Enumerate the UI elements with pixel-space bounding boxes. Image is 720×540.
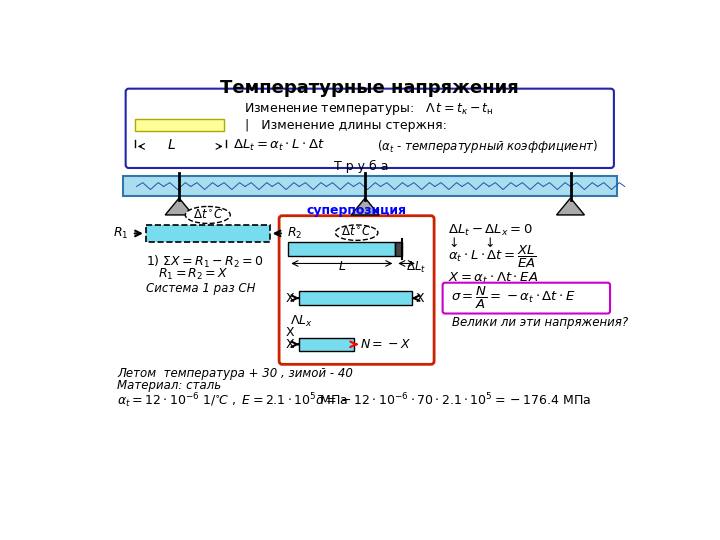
Text: $\bar{\sigma} = -12 \cdot 10^{-6} \cdot 70 \cdot 2.1 \cdot 10^5 = -176.4\ \text{: $\bar{\sigma} = -12 \cdot 10^{-6} \cdot … [315,392,591,408]
Text: Система 1 раз СН: Система 1 раз СН [145,282,256,295]
Text: $\downarrow$: $\downarrow$ [482,236,495,249]
FancyBboxPatch shape [126,89,614,168]
Text: $\downarrow$: $\downarrow$ [446,236,458,249]
Text: X: X [286,338,294,351]
Text: $\alpha_t = 12 \cdot 10^{-6}\ 1/^{\circ}\!C\ ,\ E = 2.1 \cdot 10^5\ \text{МПа}$: $\alpha_t = 12 \cdot 10^{-6}\ 1/^{\circ}… [117,392,348,410]
FancyBboxPatch shape [279,215,434,364]
Text: суперпозиция: суперпозиция [307,204,407,217]
Text: $\Delta t\,^{\circ}C$: $\Delta t\,^{\circ}C$ [341,226,372,239]
Text: $\sigma = \dfrac{N}{A} = -\alpha_t \cdot \Delta t \cdot E$: $\sigma = \dfrac{N}{A} = -\alpha_t \cdot… [451,285,576,311]
FancyBboxPatch shape [443,283,610,314]
Polygon shape [557,198,585,215]
Text: Т р у б а: Т р у б а [334,159,389,173]
Text: Температурные напряжения: Температурные напряжения [220,79,518,97]
Text: X: X [286,326,294,339]
Bar [122,177,617,197]
Text: $L$: $L$ [167,138,176,152]
Text: Велики ли эти напряжения?: Велики ли эти напряжения? [452,316,628,329]
Text: X: X [416,292,425,305]
Text: $(\alpha_t$ - температурный коэффициент$)$: $(\alpha_t$ - температурный коэффициент$… [377,138,598,155]
Text: $\Delta L_t$: $\Delta L_t$ [406,260,426,275]
Text: Материал: сталь: Материал: сталь [117,379,221,392]
Bar [289,242,395,256]
Ellipse shape [336,225,378,240]
Text: $L$: $L$ [338,260,346,273]
Text: $\Delta t\,^{\circ}C$: $\Delta t\,^{\circ}C$ [193,208,223,221]
Text: $\Lambda L_x$: $\Lambda L_x$ [290,314,312,329]
Text: $\Delta L_t - \Delta L_x = 0$: $\Delta L_t - \Delta L_x = 0$ [448,222,533,238]
Text: $\Delta L_t = \alpha_t \cdot L \cdot \Delta t$: $\Delta L_t = \alpha_t \cdot L \cdot \De… [233,138,325,153]
Text: Летом  температура + 30 , зимой - 40: Летом температура + 30 , зимой - 40 [117,367,353,380]
Bar [300,291,412,305]
Text: $R_2$: $R_2$ [287,226,302,241]
Text: Изменение температуры:   $\Lambda\,t = t_{\kappa} - t_{\text{н}}$: Изменение температуры: $\Lambda\,t = t_{… [244,101,494,117]
Bar [145,225,270,242]
Ellipse shape [185,206,230,224]
Text: $X = \alpha_t \cdot \Lambda t \cdot EA$: $X = \alpha_t \cdot \Lambda t \cdot EA$ [448,271,539,286]
Polygon shape [351,198,379,215]
Bar [135,119,224,131]
Text: $R_1 = R_2 = X$: $R_1 = R_2 = X$ [158,267,229,282]
Bar [395,242,402,256]
Polygon shape [165,198,193,215]
Text: $R_1$: $R_1$ [113,226,129,241]
Text: X: X [286,292,294,305]
Bar [300,338,354,351]
Text: 1) $\Sigma X = R_1 - R_2 = 0$: 1) $\Sigma X = R_1 - R_2 = 0$ [145,253,264,269]
Text: $\alpha_t \cdot L \cdot \Delta t = \dfrac{XL}{EA}$: $\alpha_t \cdot L \cdot \Delta t = \dfra… [448,244,537,269]
Text: $N = -X$: $N = -X$ [360,338,410,351]
Text: |   Изменение длины стержня:: | Изменение длины стержня: [245,119,447,132]
